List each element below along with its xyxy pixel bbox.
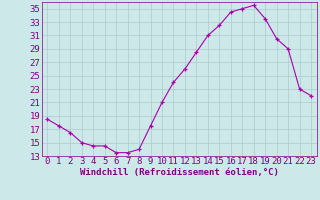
X-axis label: Windchill (Refroidissement éolien,°C): Windchill (Refroidissement éolien,°C) xyxy=(80,168,279,177)
